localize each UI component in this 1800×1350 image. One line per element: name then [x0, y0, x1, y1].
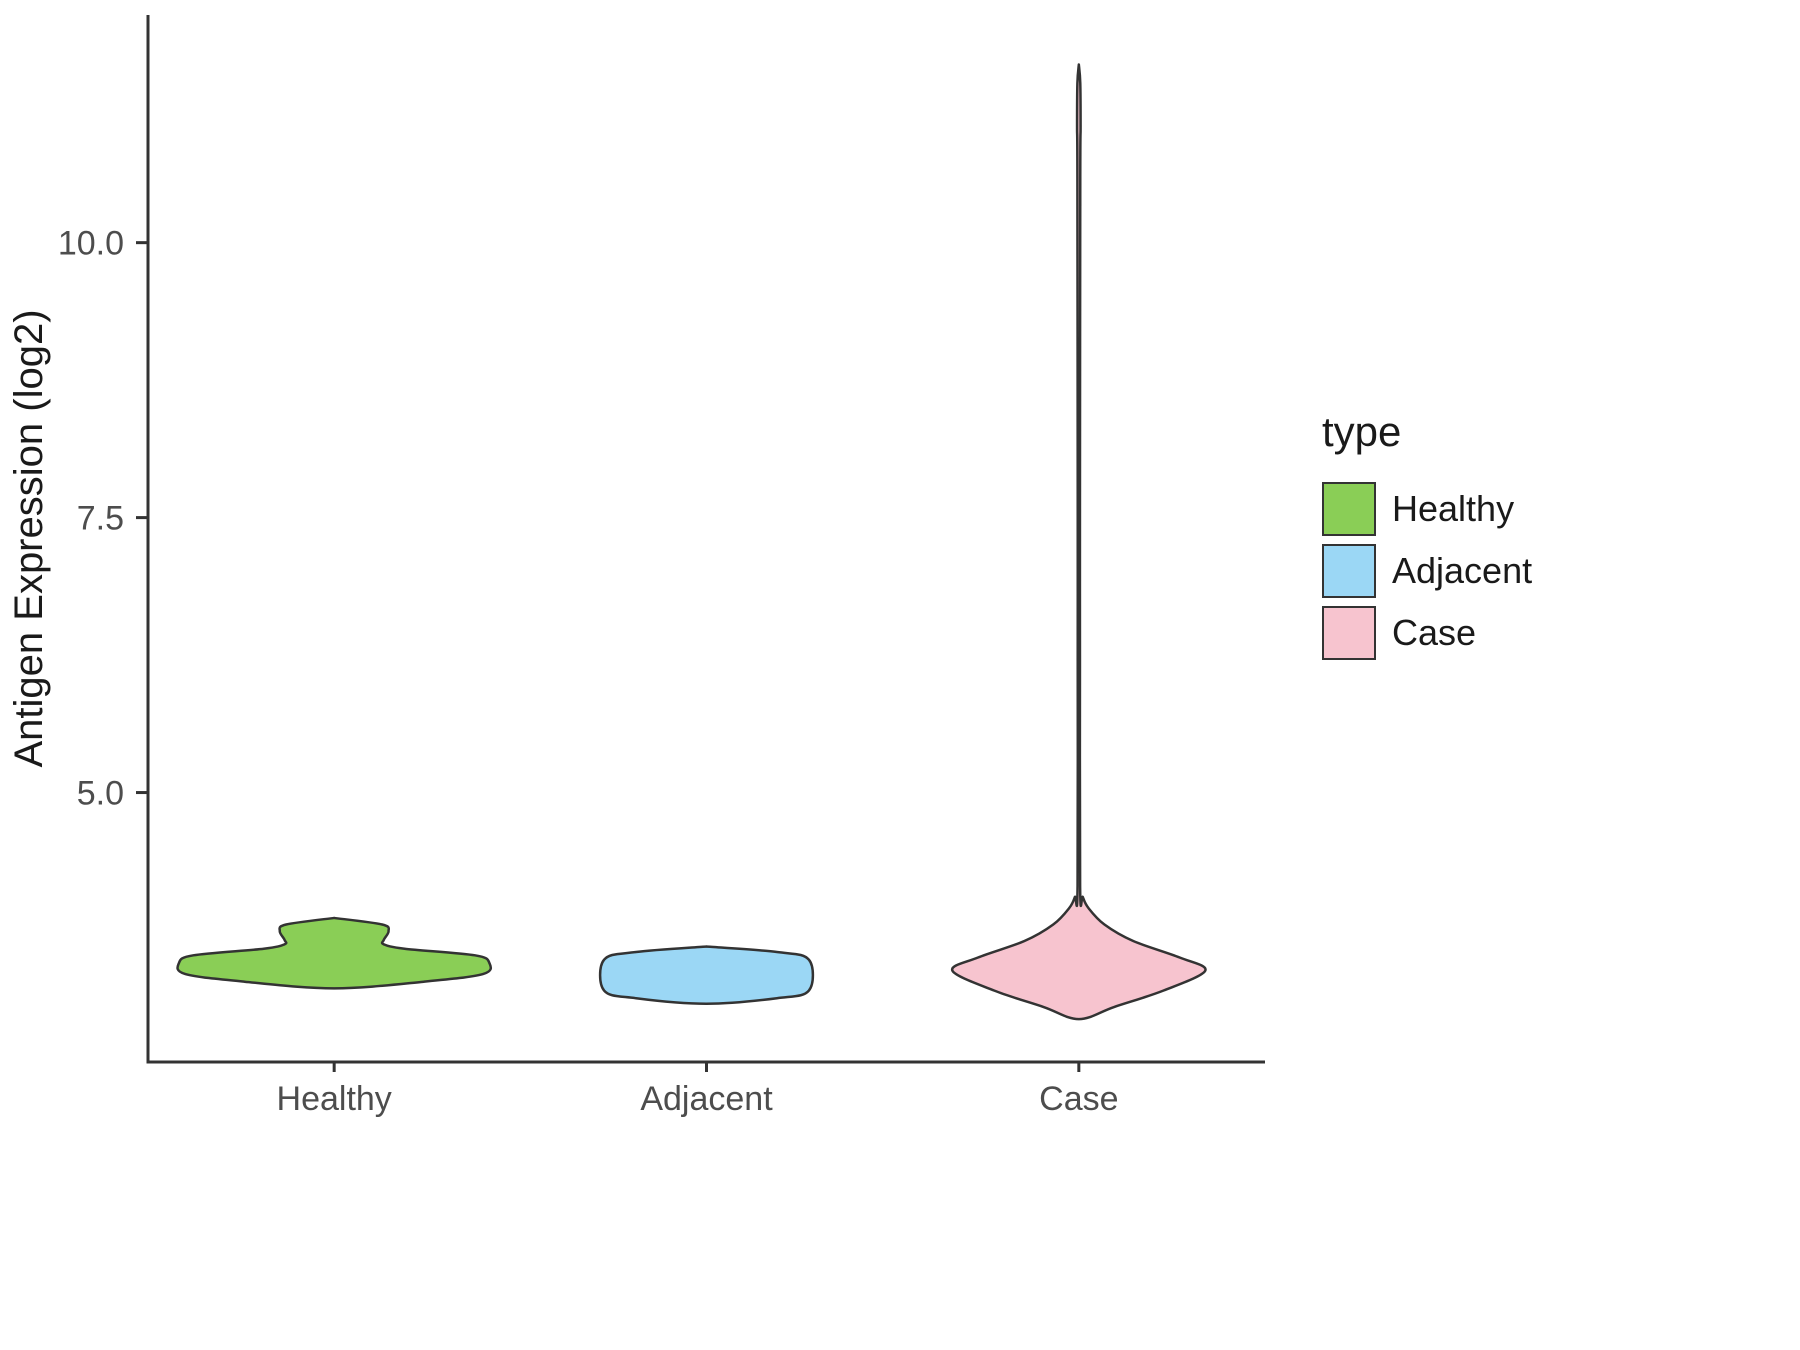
legend: type Healthy Adjacent Case	[1322, 408, 1532, 668]
legend-swatch-adjacent	[1322, 544, 1376, 598]
legend-item-case: Case	[1322, 606, 1532, 660]
y-tick-label: 7.5	[77, 500, 124, 538]
y-axis-title: Antigen Expression (log2)	[7, 309, 51, 767]
legend-item-adjacent: Adjacent	[1322, 544, 1532, 598]
y-tick-label: 10.0	[58, 225, 124, 263]
x-category-label: Case	[1039, 1080, 1118, 1118]
violin-healthy	[176, 916, 493, 990]
legend-swatch-case	[1322, 606, 1376, 660]
x-category-label: Healthy	[277, 1080, 392, 1118]
x-category-label: Adjacent	[640, 1080, 773, 1118]
legend-item-healthy: Healthy	[1322, 482, 1532, 536]
violin-case	[951, 63, 1207, 1021]
violin-adjacent	[598, 945, 815, 1005]
y-tick-label: 5.0	[77, 774, 124, 812]
legend-label-healthy: Healthy	[1392, 488, 1515, 529]
legend-swatch-healthy	[1322, 482, 1376, 536]
legend-label-case: Case	[1392, 612, 1477, 653]
legend-title: type	[1322, 408, 1402, 455]
legend-label-adjacent: Adjacent	[1392, 550, 1533, 591]
